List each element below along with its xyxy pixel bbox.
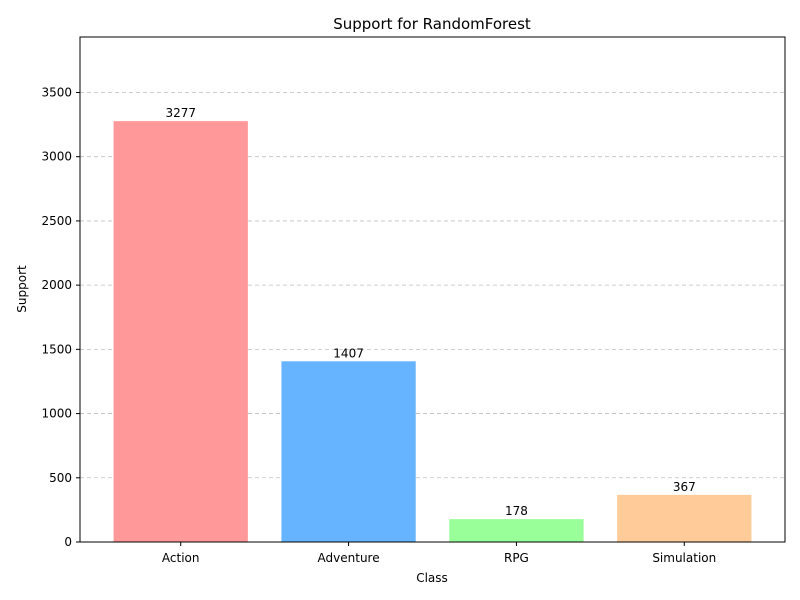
x-tick-label: RPG — [504, 551, 529, 565]
y-tick-label: 1500 — [41, 342, 72, 356]
bars-layer — [113, 121, 752, 543]
y-tick-label: 3500 — [41, 85, 72, 99]
y-tick-label: 2000 — [41, 278, 72, 292]
bar-adventure — [281, 361, 416, 542]
plot-frame — [79, 36, 786, 543]
x-axis-ticks: Action Adventure RPG Simulation — [162, 542, 716, 565]
data-labels-layer: 3277 1407 178 367 — [165, 106, 695, 518]
y-tick-label: 3000 — [41, 150, 72, 164]
data-label: 367 — [673, 480, 696, 494]
x-axis-label: Class — [416, 571, 448, 585]
bar-action — [113, 121, 248, 543]
grid-layer — [80, 92, 785, 479]
x-tick-label: Simulation — [652, 551, 716, 565]
data-label: 1407 — [333, 346, 364, 360]
data-label: 178 — [505, 504, 528, 518]
data-label: 3277 — [165, 106, 196, 120]
bar-simulation — [617, 494, 752, 542]
y-tick-label: 1000 — [41, 407, 72, 421]
y-axis-ticks: 0 500 1000 1500 2000 2500 3000 3500 — [41, 85, 80, 549]
y-tick-label: 500 — [49, 471, 72, 485]
y-tick-label: 2500 — [41, 214, 72, 228]
bar-rpg — [449, 519, 584, 542]
chart-title: Support for RandomForest — [333, 15, 531, 33]
y-tick-label: 0 — [64, 535, 72, 549]
y-axis-label: Support — [15, 265, 29, 313]
x-tick-label: Adventure — [318, 551, 380, 565]
x-tick-label: Action — [162, 551, 200, 565]
